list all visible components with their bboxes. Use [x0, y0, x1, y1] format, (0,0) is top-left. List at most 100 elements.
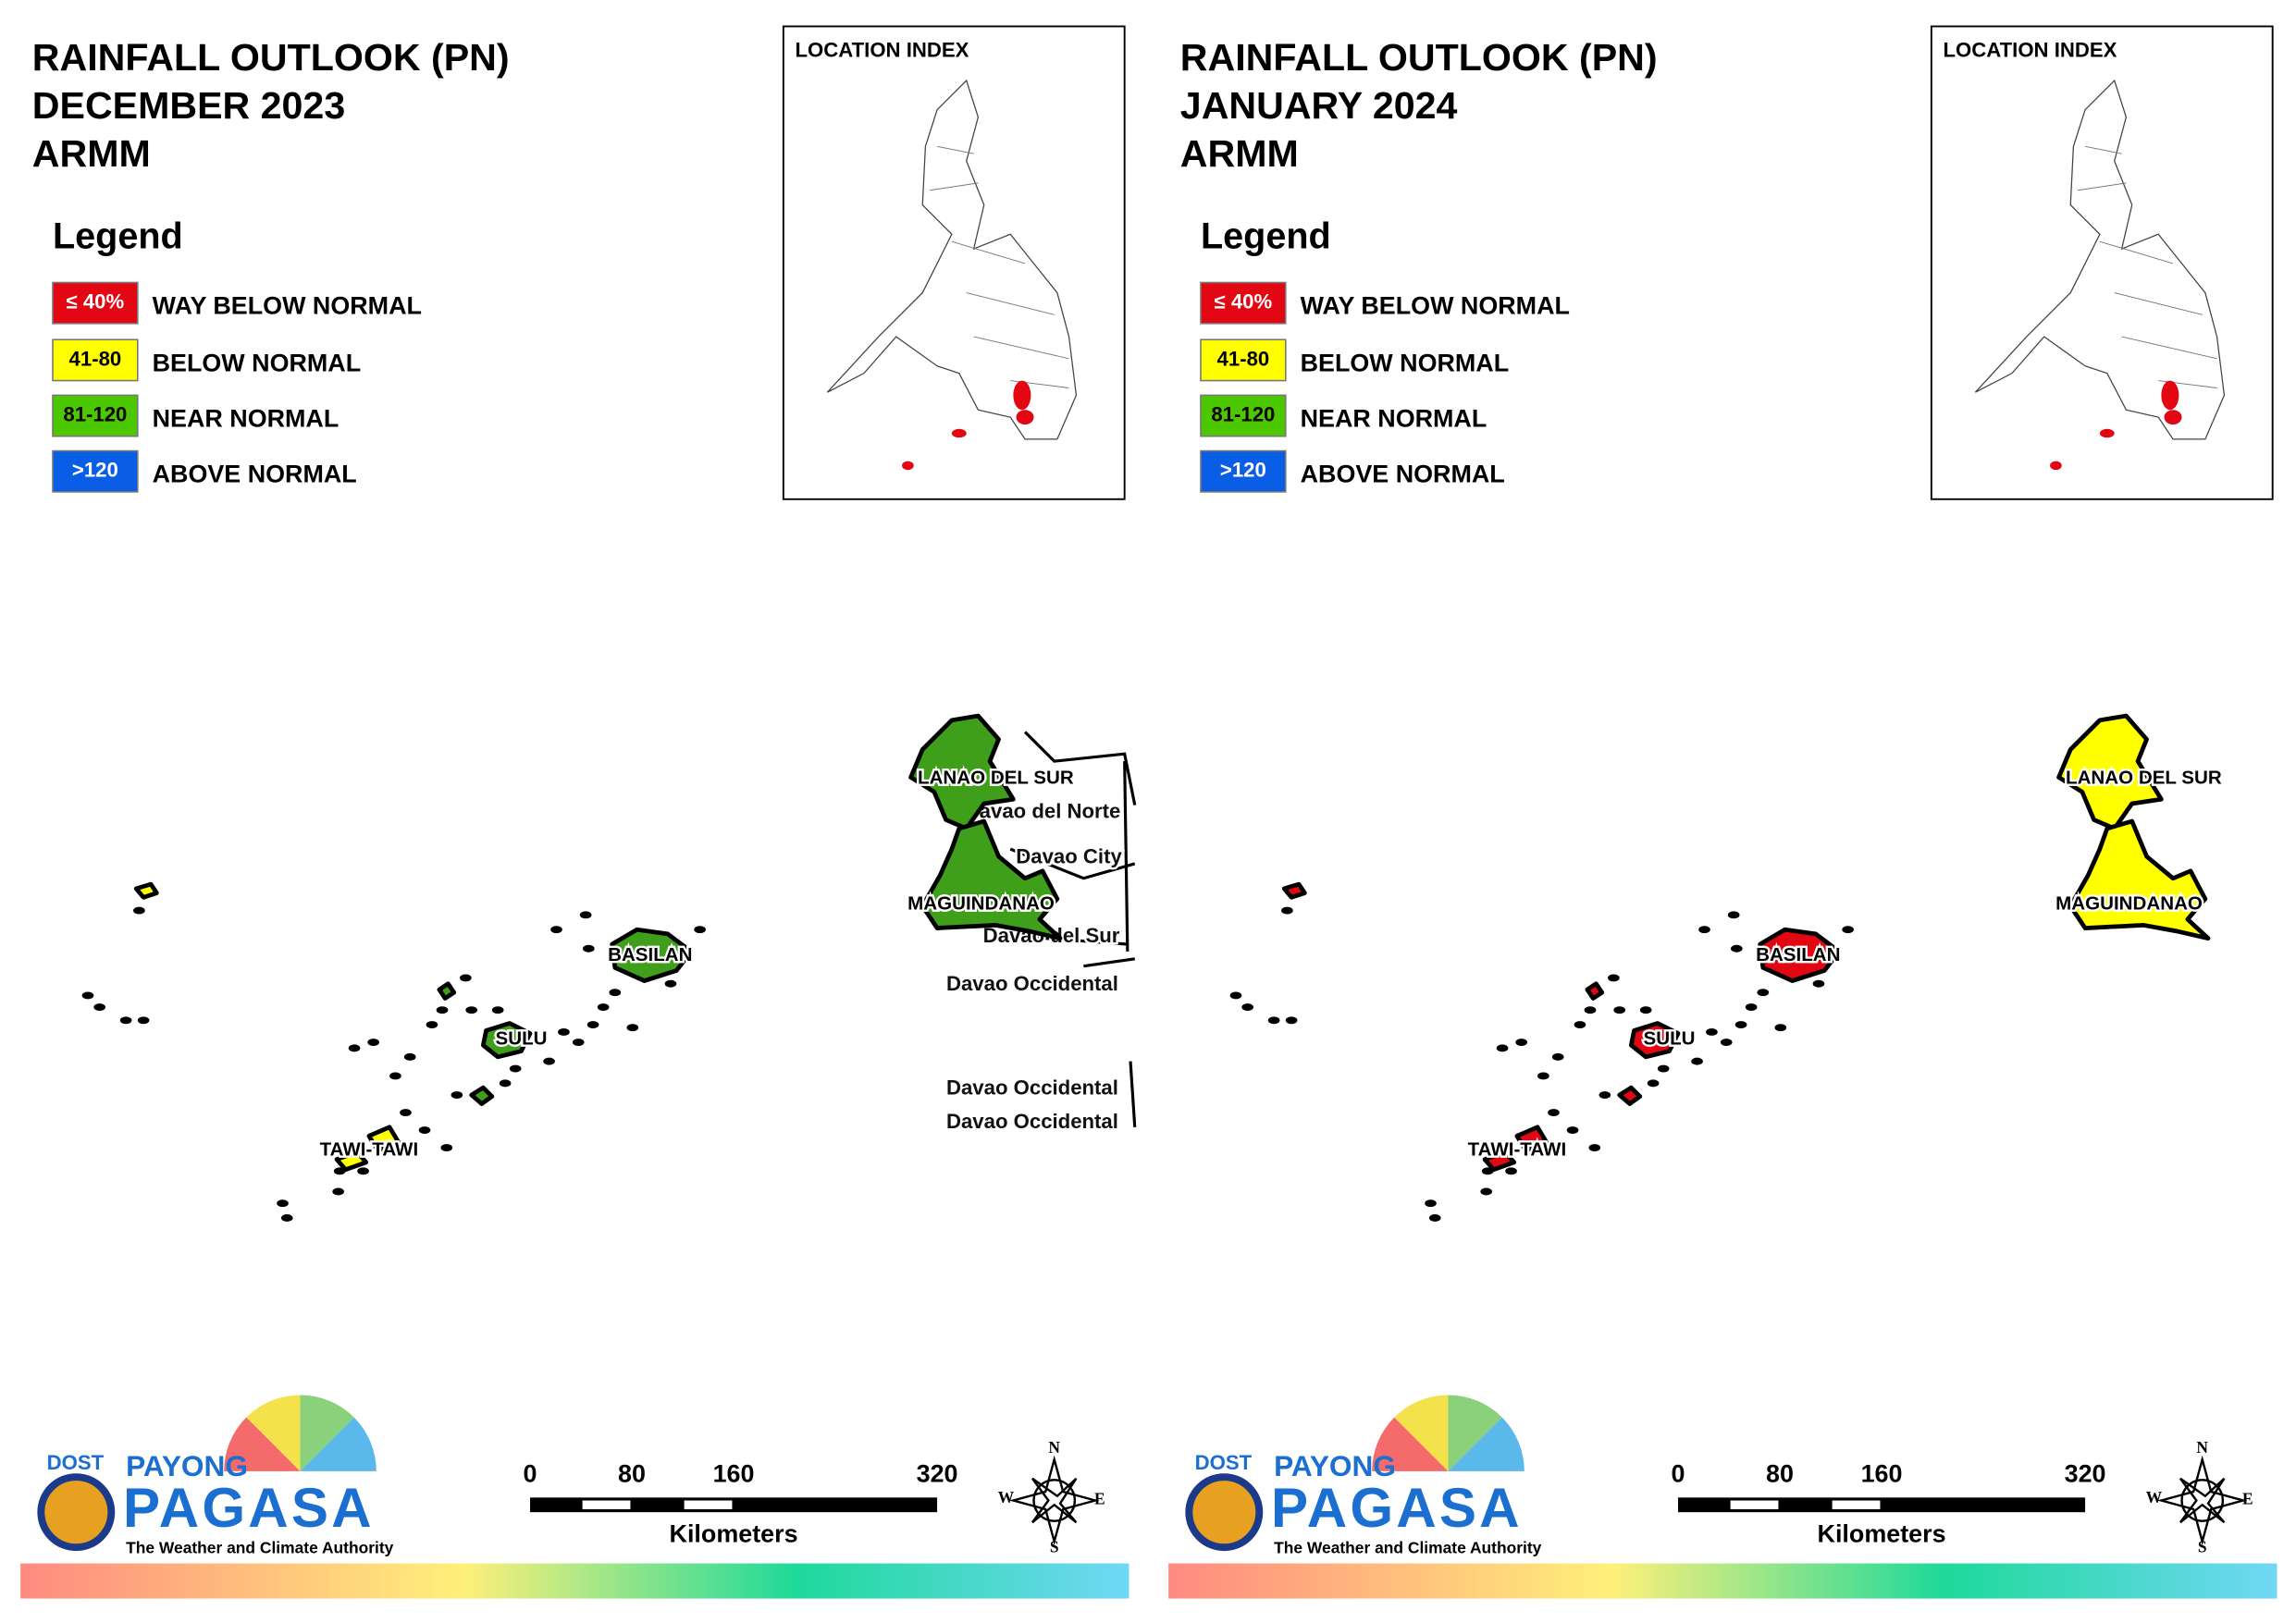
island — [93, 1003, 105, 1012]
province — [610, 927, 694, 983]
legend-swatch — [1200, 449, 1287, 493]
island — [389, 1072, 401, 1080]
province-label: SULU — [496, 1027, 548, 1049]
island — [1657, 1064, 1670, 1073]
scale-unit: Kilometers — [670, 1520, 798, 1548]
legend-swatch — [1200, 281, 1287, 325]
island — [436, 1006, 449, 1014]
index-highlight — [1013, 380, 1031, 411]
legend-label: WAY BELOW NORMAL — [1301, 292, 1570, 320]
umbrella-segment — [300, 1417, 376, 1471]
compass-ring — [1032, 1479, 1077, 1522]
province-label: MAGUINDANAO — [907, 893, 1055, 915]
island — [1515, 1039, 1527, 1047]
province-label: MAGUINDANAO — [2055, 893, 2203, 915]
island — [1842, 926, 1854, 934]
index-highlight — [1016, 410, 1034, 425]
index-highlight — [2099, 428, 2115, 438]
map-title: RAINFALL OUTLOOK (PN) — [1180, 36, 1658, 79]
compass-ring — [2180, 1479, 2225, 1522]
legend-swatch — [1200, 338, 1287, 382]
province-label: LANAO DEL SUR — [918, 768, 1074, 789]
island — [1691, 1057, 1703, 1065]
legend-title: Legend — [53, 215, 183, 256]
color-band — [20, 1563, 1129, 1599]
island — [277, 1199, 289, 1208]
island — [1496, 1044, 1509, 1052]
logo-seal — [37, 1473, 116, 1552]
scale-unit: Kilometers — [1818, 1520, 1946, 1548]
scale-bar-gap — [582, 1500, 631, 1510]
compass-rose — [1008, 1455, 1100, 1546]
map-title: ARMM — [1180, 132, 1299, 175]
island — [440, 1144, 453, 1151]
panel: RAINFALL OUTLOOK (PN) DECEMBER 2023 ARMM Le… — [20, 25, 1137, 1599]
island — [357, 1167, 369, 1175]
legend-label: BELOW NORMAL — [1301, 349, 1510, 376]
island — [579, 911, 592, 919]
umbrella-segment — [1394, 1395, 1449, 1471]
island — [1480, 1187, 1492, 1196]
island — [1566, 1126, 1579, 1134]
island — [1698, 926, 1710, 934]
scale-bar-gap — [1730, 1500, 1779, 1510]
island — [597, 1003, 610, 1012]
island — [465, 1006, 478, 1014]
philippines-outline — [826, 79, 1078, 440]
province-label: LANAO DEL SUR — [2066, 768, 2222, 789]
legend-label: BELOW NORMAL — [153, 349, 362, 376]
index-highlight — [2164, 410, 2182, 425]
island — [543, 1057, 555, 1065]
index-highlight — [951, 428, 967, 438]
province-lines — [2078, 145, 2217, 388]
legend-range: >120 — [72, 459, 118, 482]
province — [1758, 927, 1842, 983]
umbrella-segment — [300, 1395, 354, 1471]
legend-range: 81-120 — [63, 402, 127, 425]
island — [1757, 989, 1770, 997]
island — [418, 1126, 431, 1134]
province — [133, 881, 401, 1173]
umbrella-segment — [1372, 1417, 1449, 1471]
index-highlight — [2050, 461, 2062, 471]
legend-range: ≤ 40% — [1215, 290, 1273, 314]
province-label: TAWI-TAWI — [1468, 1139, 1567, 1161]
island — [1599, 1091, 1611, 1099]
compass-letter: E — [2242, 1490, 2253, 1508]
island — [1551, 1052, 1564, 1061]
island — [1584, 1006, 1597, 1014]
legend-range: >120 — [1220, 459, 1266, 482]
legend-title: Legend — [1201, 215, 1331, 256]
location-index-title: LOCATION INDEX — [1944, 38, 2117, 61]
scale-tick-label: 0 — [524, 1460, 537, 1488]
map-title: RAINFALL OUTLOOK (PN) — [32, 36, 510, 79]
island — [133, 906, 145, 915]
compass-letter: S — [2198, 1538, 2207, 1556]
island — [509, 1064, 522, 1073]
index-highlight — [902, 461, 914, 471]
logo-tagline: The Weather and Climate Authority — [1274, 1538, 1541, 1556]
island — [1588, 1144, 1601, 1151]
island — [1241, 1003, 1253, 1012]
panel: RAINFALL OUTLOOK (PN) JANUARY 2024 ARMM Leg… — [1168, 25, 2277, 1599]
island — [137, 1016, 150, 1025]
legend-label: ABOVE NORMAL — [1301, 461, 1505, 488]
island — [1548, 1109, 1560, 1116]
legend-swatch — [52, 394, 139, 437]
province-label: BASILAN — [608, 944, 692, 965]
map-title: JANUARY 2024 — [1180, 84, 1458, 127]
legend-range: 81-120 — [1211, 402, 1275, 425]
island — [1647, 1079, 1660, 1088]
province-label: TAWI-TAWI — [320, 1139, 419, 1161]
logo-brand: PAYONG — [126, 1449, 248, 1482]
scale-bar-gap — [684, 1500, 733, 1510]
island — [694, 926, 706, 934]
compass-letter: N — [1048, 1438, 1060, 1457]
province — [920, 818, 1063, 941]
legend-range: ≤ 40% — [67, 290, 125, 314]
island — [348, 1044, 361, 1052]
island — [491, 1006, 504, 1014]
scale-tick-label: 320 — [2065, 1460, 2106, 1488]
